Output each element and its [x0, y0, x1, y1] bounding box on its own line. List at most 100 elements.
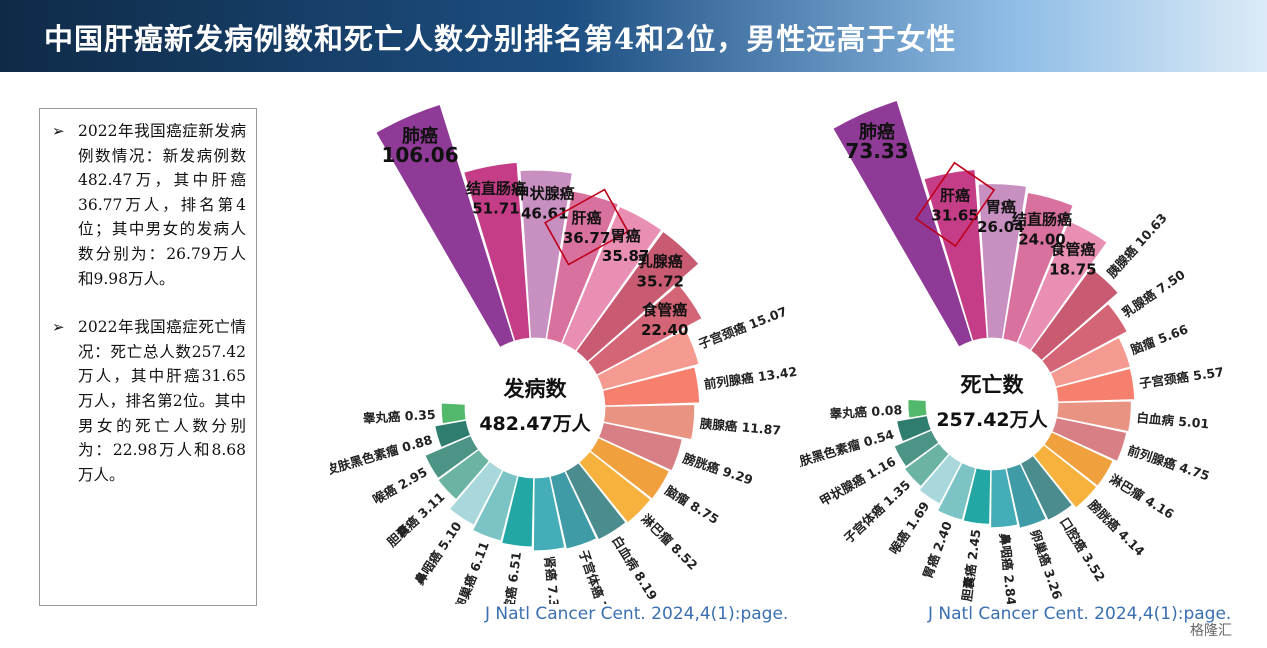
data-label-膀胱癌: 9.29 [721, 464, 755, 488]
data-label-脑瘤: 8.75 [687, 498, 721, 527]
source-citation-mortality: J Natl Cancer Cent. 2024,4(1):page. [928, 604, 1232, 624]
data-label-食管癌: 18.75 [1049, 261, 1096, 279]
data-label-甲状腺癌: 1.16 [864, 453, 898, 481]
bar-胃癌 [937, 462, 977, 521]
data-label-淋巴瘤: 4.16 [1143, 493, 1177, 522]
bar-label-口腔癌: 口腔癌 3.52 [1057, 515, 1108, 585]
bar-胆囊癌 [437, 449, 490, 500]
highlight-box [914, 161, 996, 248]
bar-label-睾丸癌: 睾丸癌 0.08 [829, 402, 902, 421]
data-label-口腔癌: 3.52 [1079, 550, 1108, 584]
bar-label-胰腺癌: 胰腺癌 11.87 [699, 416, 781, 438]
bar-胰腺癌 [603, 404, 695, 441]
data-label-脑瘤: 5.66 [1156, 321, 1190, 346]
bar-喉癌 [424, 435, 479, 479]
data-label-肺癌: 73.33 [845, 139, 908, 163]
bar-胰腺癌 [1030, 267, 1119, 361]
bar-卵巢癌 [472, 469, 519, 542]
bar-label-子宫颈癌: 子宫颈癌 5.57 [1138, 364, 1224, 391]
data-label-胰腺癌: 11.87 [741, 419, 782, 437]
bar-肝癌 [546, 190, 619, 344]
arrow-bullet-icon: ➢ [52, 122, 65, 140]
bar-喉癌 [918, 453, 962, 505]
bar-label-鼻咽癌: 鼻咽癌 5.10 [412, 519, 465, 588]
bar-肺癌 [832, 100, 973, 348]
bar-label-淋巴瘤: 淋巴瘤 4.16 [1107, 471, 1177, 522]
data-label-前列腺癌: 4.75 [1177, 460, 1211, 484]
bar-胃癌 [977, 183, 1027, 340]
data-label-喉癌: 2.95 [396, 464, 430, 492]
bar-label-肺癌: 肺癌 [402, 125, 438, 147]
data-label-皮肤黑色素瘤: 0.88 [400, 432, 434, 455]
data-label-白血病: 5.01 [1178, 414, 1210, 432]
bar-label-胃癌: 胃癌 2.40 [920, 519, 955, 581]
bar-label-子宫体癌: 子宫体癌 7.77 [576, 548, 618, 604]
data-label-子宫体癌: 7.77 [594, 599, 618, 604]
center-total: 482.47万人 [479, 413, 591, 435]
bar-肾癌 [533, 475, 566, 552]
note-incidence-text: 2022年我国癌症新发病例数情况：新发病例数482.47万，其中肝癌36.77万… [78, 122, 246, 288]
bar-label-口腔癌: 口腔癌 6.51 [500, 551, 524, 604]
bar-卵巢癌 [1005, 463, 1047, 529]
data-label-子宫体癌: 1.35 [881, 477, 914, 509]
bar-label-白血病: 白血病 5.01 [1136, 410, 1210, 431]
data-label-胃癌: 35.87 [602, 247, 649, 265]
bar-label-前列腺癌: 前列腺癌 4.75 [1126, 442, 1212, 483]
data-label-食管癌: 22.40 [641, 321, 688, 339]
center-total: 257.42万人 [936, 409, 1048, 431]
bar-label-喉癌: 喉癌 2.95 [370, 464, 430, 507]
bar-label-鼻咽癌: 鼻咽癌 2.84 [997, 532, 1019, 604]
center-label: 发病数 [503, 377, 568, 401]
bar-白血病 [564, 462, 627, 541]
data-label-乳腺癌: 35.72 [637, 272, 684, 290]
bar-label-脑瘤: 脑瘤 8.75 [662, 482, 722, 527]
data-label-前列腺癌: 13.42 [757, 364, 798, 384]
bar-鼻咽癌 [449, 460, 504, 526]
bar-胆囊癌 [962, 467, 992, 525]
data-label-皮肤黑色素瘤: 0.54 [862, 426, 896, 449]
bar-label-胆囊癌: 胆囊癌 2.45 [959, 528, 983, 602]
data-label-卵巢癌: 3.26 [1041, 567, 1065, 601]
note-mortality: ➢ 2022年我国癌症死亡情况：死亡总人数257.42万人，其中肝癌31.65万… [52, 315, 246, 487]
bar-label-肾癌: 肾癌 7.37 [542, 555, 563, 604]
gelonghui-logo: 格隆汇 [1190, 623, 1232, 639]
data-label-乳腺癌: 7.50 [1154, 267, 1188, 297]
bar-label-前列腺癌: 前列腺癌 13.42 [703, 364, 798, 392]
bar-子宫颈癌 [1055, 368, 1136, 403]
bar-膀胱癌 [598, 422, 683, 472]
bar-皮肤黑色素瘤 [434, 419, 471, 448]
bar-脑瘤 [589, 437, 670, 500]
bar-label-结直肠癌: 结直肠癌 [466, 179, 526, 197]
data-label-淋巴瘤: 8.52 [668, 540, 700, 572]
bar-睾丸癌 [440, 402, 467, 425]
data-label-子宫颈癌: 5.57 [1192, 364, 1225, 383]
data-label-鼻咽癌: 2.84 [1001, 574, 1019, 604]
page-title: 中国肝癌新发病例数和死亡人数分别排名第4和2位，男性远高于女性 [44, 22, 957, 56]
bar-子宫颈癌 [596, 328, 700, 391]
bar-label-胃癌: 胃癌 [611, 227, 641, 245]
highlight-box [544, 188, 630, 266]
bar-label-卵巢癌: 卵巢癌 6.11 [452, 539, 492, 604]
data-label-胃癌: 26.04 [977, 218, 1024, 236]
data-label-胃癌: 2.40 [930, 519, 955, 553]
data-label-白血病: 8.19 [631, 569, 660, 603]
center-label: 死亡数 [961, 373, 1025, 397]
bar-膀胱癌 [1032, 444, 1098, 509]
bar-label-食管癌: 食管癌 [1050, 241, 1095, 259]
bar-口腔癌 [501, 475, 534, 548]
data-label-肾癌: 7.37 [545, 585, 563, 604]
bar-食管癌 [1017, 220, 1108, 351]
bar-label-膀胱癌: 膀胱癌 4.14 [1085, 496, 1148, 559]
bar-label-淋巴瘤: 淋巴瘤 8.52 [638, 511, 700, 573]
data-label-子宫颈癌: 15.07 [747, 304, 789, 332]
bar-结直肠癌 [1002, 192, 1074, 344]
data-label-结直肠癌: 24.00 [1018, 231, 1065, 249]
bar-乳腺癌 [1041, 303, 1128, 374]
data-label-膀胱癌: 4.14 [1115, 527, 1148, 560]
bar-label-甲状腺癌: 甲状腺癌 [515, 184, 575, 202]
data-label-肝癌: 36.77 [563, 229, 610, 247]
bar-皮肤黑色素瘤 [896, 415, 932, 443]
bar-label-胃癌: 胃癌 [986, 198, 1016, 216]
bar-肺癌 [375, 104, 515, 348]
